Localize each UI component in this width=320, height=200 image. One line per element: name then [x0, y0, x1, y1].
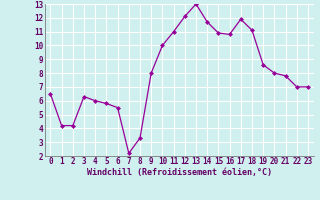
X-axis label: Windchill (Refroidissement éolien,°C): Windchill (Refroidissement éolien,°C)	[87, 168, 272, 177]
